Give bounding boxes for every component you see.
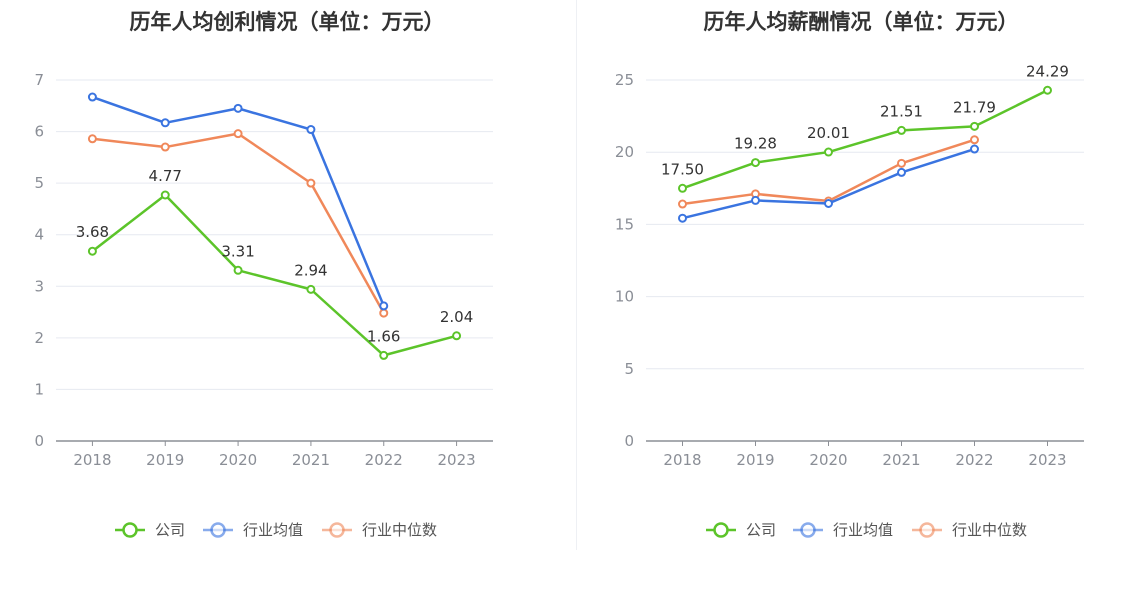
salary-line-chart: 0 5 10 15 20 25 2018 2019 2020 2021 2022 2023 17.50 1… [615,62,1084,539]
legend-label: 行业中位数 [362,521,437,539]
y-tick-label: 4 [34,226,44,244]
data-point [233,265,243,275]
legend-item-0: 公司 [706,521,776,539]
legend-item-2: 行业中位数 [322,521,437,539]
data-point [87,134,97,144]
data-point [897,158,906,168]
data-point [970,135,979,145]
y-tick-label: 6 [34,123,44,141]
data-point [678,199,687,209]
legend-item-1: 行业均值 [793,521,893,539]
data-label: 4.77 [149,167,182,185]
x-tick-label: 2023 [437,451,475,469]
data-point [87,246,97,256]
legend-marker [713,522,729,538]
legend-label: 行业均值 [243,521,303,539]
legend-marker [329,522,345,538]
y-tick-label: 7 [34,71,44,89]
y-tick-label: 10 [615,288,634,306]
data-label: 21.79 [953,98,996,116]
data-point [306,284,316,294]
chart-panel-profit: 历年人均创利情况（单位：万元） 0 1 2 3 4 5 6 7 2018 2019 2020 2021… [34,10,493,539]
data-point [379,350,389,360]
x-tick-label: 2021 [882,451,920,469]
x-tick-label: 2019 [736,451,774,469]
x-tick-label: 2018 [73,451,111,469]
data-label: 20.01 [807,124,850,142]
x-tick-label: 2021 [292,451,330,469]
data-point [379,301,389,311]
data-point [160,190,170,200]
data-label: 2.94 [294,261,327,279]
data-label: 19.28 [734,135,777,153]
legend-label: 公司 [155,521,185,539]
legend-label: 行业均值 [833,521,893,539]
data-label: 21.51 [880,102,923,120]
data-label: 3.68 [76,223,109,241]
data-point [160,142,170,152]
x-tick-label: 2020 [809,451,847,469]
data-label: 1.66 [367,327,400,345]
legend-item-2: 行业中位数 [912,521,1027,539]
y-tick-label: 25 [615,71,634,89]
data-point [751,158,760,168]
data-point [970,121,979,131]
chart-panel-salary: 历年人均薪酬情况（单位：万元） 0 5 10 15 20 25 2018 2019 2020 20… [574,0,1148,589]
legend-marker [122,522,138,538]
chart-title: 历年人均创利情况（单位：万元） [129,10,445,34]
y-tick-label: 2 [34,329,44,347]
data-point [824,198,833,208]
legend-label: 行业中位数 [952,521,1027,539]
data-point [751,195,760,205]
data-point [678,183,687,193]
data-point [897,167,906,177]
x-tick-label: 2022 [955,451,993,469]
legend-marker [210,522,226,538]
legend-marker [800,522,816,538]
data-point [233,103,243,113]
series-line-0 [91,193,457,357]
y-tick-label: 5 [624,360,634,378]
legend-marker [919,522,935,538]
chart-title: 历年人均薪酬情况（单位：万元） [703,10,1019,34]
data-point [452,331,462,341]
y-tick-label: 1 [34,380,44,398]
x-tick-label: 2018 [663,451,701,469]
panel-divider [576,0,577,550]
data-label: 3.31 [221,242,254,260]
data-point [87,92,97,102]
legend-label: 公司 [746,521,776,539]
data-label: 17.50 [661,160,704,178]
data-point [824,147,833,157]
x-tick-label: 2023 [1028,451,1066,469]
y-tick-label: 0 [34,432,44,450]
profit-line-chart: 0 1 2 3 4 5 6 7 2018 2019 2020 2021 2022 2023 3.68 4.77… [34,71,493,539]
y-tick-label: 5 [34,174,44,192]
legend-item-1: 行业均值 [203,521,303,539]
data-label: 2.04 [440,308,473,326]
data-point [379,308,389,318]
data-label: 24.29 [1026,62,1069,80]
y-tick-label: 3 [34,277,44,295]
y-tick-label: 15 [615,215,634,233]
data-point [678,213,687,223]
y-tick-label: 0 [624,432,634,450]
data-point [160,118,170,128]
series-line-0 [682,89,1049,190]
data-point [897,125,906,135]
data-point [306,178,316,188]
data-point [306,125,316,135]
y-tick-label: 20 [615,143,634,161]
data-point [1043,85,1052,95]
data-point [970,144,979,154]
x-tick-label: 2019 [146,451,184,469]
legend-item-0: 公司 [115,521,185,539]
x-tick-label: 2020 [219,451,257,469]
x-tick-label: 2022 [365,451,403,469]
data-point [233,129,243,139]
